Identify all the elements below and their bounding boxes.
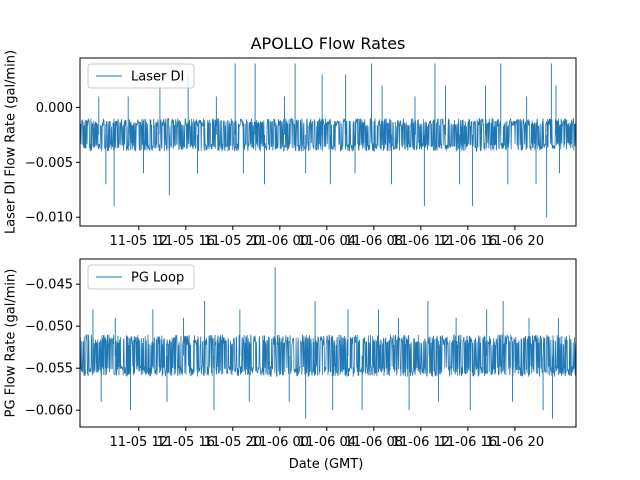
pg-loop-y-tick-label: −0.055 (25, 362, 73, 377)
pg-loop-series-line (80, 333, 576, 377)
pg-loop-legend-label: PG Loop (131, 271, 184, 286)
pg-loop-y-tick-label: −0.045 (25, 278, 73, 293)
pg-loop-plot (80, 267, 576, 419)
laser-di-x-tick-label: 11-06 16 (439, 234, 497, 249)
laser-di-legend-box (87, 63, 195, 89)
pg-loop-legend-box (87, 264, 195, 290)
laser-di-x-tick-label: 11-06 08 (345, 234, 403, 249)
chart-title: APOLLO Flow Rates (251, 34, 406, 53)
laser-di-x-tick-label: 11-06 12 (392, 234, 450, 249)
pg-loop-y-axis-label: PG Flow Rate (gal/min) (4, 269, 19, 418)
laser-di-y-tick-label: −0.010 (25, 211, 73, 226)
pg-loop-x-tick-label: 11-05 20 (204, 435, 262, 450)
laser-di-x-tick-label: 11-06 20 (486, 234, 544, 249)
pg-loop-y-tick-label: −0.050 (25, 320, 73, 335)
pg-loop-x-tick-label: 11-06 04 (298, 435, 356, 450)
laser-di-x-tick-label: 11-05 20 (204, 234, 262, 249)
pg-loop-axes-frame (79, 258, 577, 428)
laser-di-x-tick-label: 11-06 04 (298, 234, 356, 249)
pg-loop-y-ticks: −0.045 −0.050 −0.055 −0.060 (25, 278, 80, 419)
laser-di-plot (80, 63, 576, 218)
pg-loop-x-tick-label: 11-06 20 (486, 435, 544, 450)
pg-loop-legend: PG Loop (87, 264, 195, 290)
laser-di-y-tick-label: 0.000 (36, 101, 73, 116)
pg-loop-x-tick-label: 11-05 12 (110, 435, 168, 450)
pg-loop-y-tick-label: −0.060 (25, 404, 73, 419)
laser-di-y-ticks: 0.000 −0.005 −0.010 (25, 101, 80, 226)
pg-loop-x-tick-label: 11-06 16 (439, 435, 497, 450)
pg-loop-x-tick-label: 11-06 00 (251, 435, 309, 450)
laser-di-legend-label: Laser DI (131, 70, 184, 85)
x-axis-label: Date (GMT) (289, 457, 364, 472)
laser-di-series-line (80, 117, 576, 152)
laser-di-x-tick-label: 11-06 00 (251, 234, 309, 249)
laser-di-x-tick-label: 11-05 12 (110, 234, 168, 249)
pg-loop-x-tick-label: 11-05 16 (157, 435, 215, 450)
pg-loop-x-tick-label: 11-06 12 (392, 435, 450, 450)
laser-di-y-axis-label: Laser DI Flow Rate (gal/min) (4, 50, 19, 234)
pg-loop-x-tick-label: 11-06 08 (345, 435, 403, 450)
laser-di-axes-frame (79, 57, 577, 227)
laser-di-y-tick-label: −0.005 (25, 156, 73, 171)
laser-di-legend: Laser DI (87, 63, 195, 89)
laser-di-x-tick-label: 11-05 16 (157, 234, 215, 249)
